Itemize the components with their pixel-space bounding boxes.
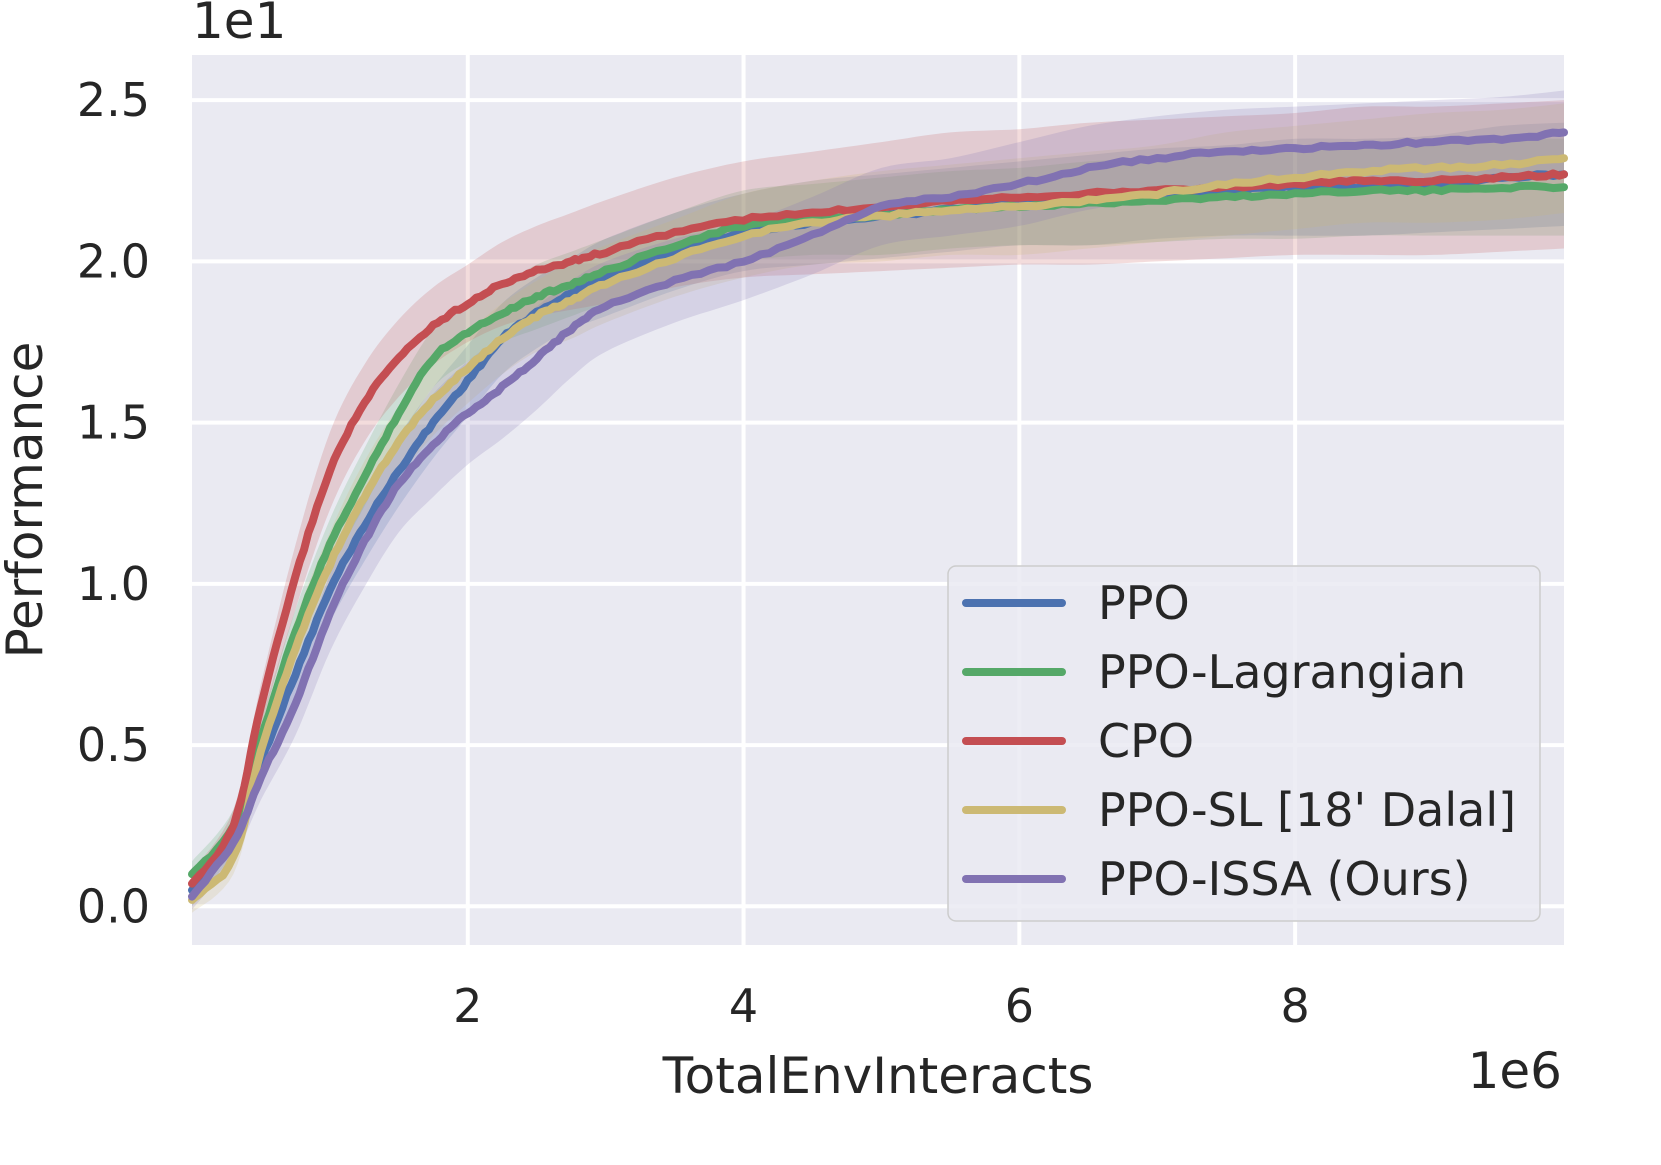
x-tick-label: 4 [729,979,758,1033]
x-axis-label: TotalEnvInteracts [662,1047,1094,1105]
confidence-band [192,138,1564,887]
confidence-band [192,103,1564,913]
y-tick-label: 0.0 [77,879,150,933]
y-tick-label: 1.0 [77,557,150,611]
x-tick-labels: 2 4 6 8 [453,979,1310,1033]
x-scale-label: 1e6 [1468,1042,1562,1100]
legend: PPO PPO-Lagrangian CPO PPO-SL [18' Dalal] PP… [947,565,1541,922]
x-tick-label: 2 [453,979,482,1033]
series-line [188,181,1568,879]
x-tick-label: 8 [1280,979,1309,1033]
series-line [188,128,1568,901]
y-axis-label: Performance [0,342,54,659]
series-line [188,154,1568,904]
legend-items: PPO PPO-Lagrangian CPO PPO-SL [18' Dalal] PP… [962,576,1516,906]
legend-label: PPO-SL [18' Dalal] [1098,783,1516,837]
series-lines [188,128,1568,904]
legend-label: PPO-ISSA (Ours) [1098,852,1471,906]
legend-label: PPO-Lagrangian [1098,645,1466,699]
x-tick-label: 6 [1005,979,1034,1033]
series-line [188,169,1568,888]
y-scale-label: 1e1 [192,0,286,50]
y-tick-label: 2.5 [77,73,150,127]
legend-box [947,565,1541,922]
y-tick-label: 0.5 [77,718,150,772]
y-tick-labels: 0.0 0.5 1.0 1.5 2.0 2.5 [77,73,150,933]
legend-label: CPO [1098,714,1194,768]
y-tick-label: 2.0 [77,234,150,288]
legend-label: PPO [1098,576,1190,630]
y-tick-label: 1.5 [77,396,150,450]
